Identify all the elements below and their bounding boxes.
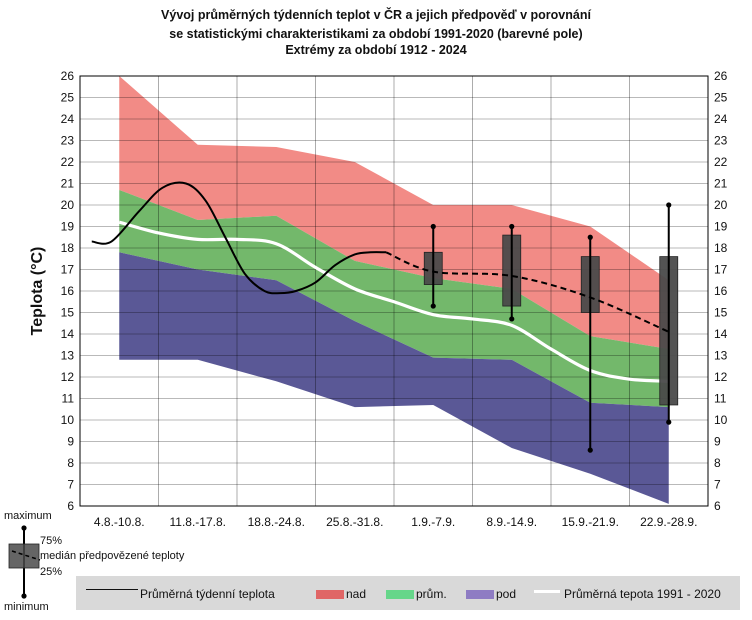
y-tick-left-18: 18	[61, 241, 75, 255]
key-box	[8, 543, 40, 569]
y-tick-right-18: 18	[714, 241, 728, 255]
forecast-min-1	[509, 316, 515, 322]
y-tick-right-21: 21	[714, 177, 728, 191]
y-tick-right-6: 6	[714, 499, 721, 513]
y-tick-right-25: 25	[714, 91, 728, 105]
legend-nad-swatch	[316, 590, 344, 599]
y-tick-left-22: 22	[61, 155, 75, 169]
key-median-label: medián předpovězené teploty	[40, 550, 185, 562]
y-tick-left-9: 9	[67, 435, 74, 449]
y-tick-left-19: 19	[61, 220, 75, 234]
key-minimum-label: minimum	[4, 601, 49, 613]
legend-pod-label: pod	[496, 587, 517, 601]
chart-title-line-2: se statistickými charakteristikami za ob…	[169, 27, 583, 41]
y-tick-right-20: 20	[714, 198, 728, 212]
y-tick-right-23: 23	[714, 134, 728, 148]
y-tick-left-20: 20	[61, 198, 75, 212]
y-tick-left-13: 13	[61, 349, 75, 363]
x-tick-4: 1.9.-7.9.	[411, 515, 455, 529]
y-tick-right-7: 7	[714, 478, 721, 492]
legend-bar: Průměrná týdenní teplota nad prům. pod P…	[76, 576, 740, 610]
legend-pod-swatch	[466, 590, 494, 599]
key-min-dot	[21, 593, 27, 599]
legend-prum-swatch	[386, 590, 414, 599]
y-axis-label: Teplota (°C)	[29, 247, 46, 336]
y-tick-left-11: 11	[62, 392, 75, 406]
y-tick-left-26: 26	[61, 69, 75, 83]
x-tick-2: 18.8.-24.8.	[248, 515, 305, 529]
x-tick-6: 15.9.-21.9.	[562, 515, 619, 529]
y-tick-right-22: 22	[714, 155, 728, 169]
forecast-max-2	[587, 234, 593, 240]
y-tick-right-17: 17	[714, 263, 728, 277]
y-tick-left-12: 12	[61, 370, 75, 384]
forecast-min-0	[430, 303, 436, 309]
key-max-dot	[21, 525, 27, 531]
y-tick-left-6: 6	[67, 499, 74, 513]
legend-observed-label: Průměrná týdenní teplota	[140, 587, 275, 601]
y-tick-right-12: 12	[714, 370, 728, 384]
y-tick-right-11: 11	[714, 392, 727, 406]
y-tick-right-10: 10	[714, 413, 728, 427]
y-tick-right-8: 8	[714, 456, 721, 470]
forecast-min-3	[666, 419, 672, 425]
forecast-max-3	[666, 202, 672, 208]
x-tick-7: 22.9.-28.9.	[640, 515, 697, 529]
y-tick-right-16: 16	[714, 284, 728, 298]
y-tick-left-8: 8	[67, 456, 74, 470]
legend-normal-label: Průměrná tepota 1991 - 2020	[564, 587, 721, 601]
y-tick-left-16: 16	[61, 284, 75, 298]
y-tick-left-14: 14	[61, 327, 75, 341]
y-tick-right-14: 14	[714, 327, 728, 341]
y-tick-right-13: 13	[714, 349, 728, 363]
y-tick-right-26: 26	[714, 69, 728, 83]
observed-line	[91, 181, 387, 295]
y-tick-left-25: 25	[61, 91, 75, 105]
forecast-median-line	[385, 251, 670, 333]
y-tick-left-24: 24	[61, 112, 75, 126]
y-tick-right-24: 24	[714, 112, 728, 126]
y-tick-left-23: 23	[61, 134, 75, 148]
forecast-max-0	[430, 223, 436, 230]
chart-title-line-1: Vývoj průměrných týdenních teplot v ČR a…	[161, 8, 591, 22]
legend-nad-label: nad	[346, 587, 367, 601]
legend-normal-swatch	[534, 590, 560, 593]
key-median-line	[11, 550, 41, 561]
y-tick-left-7: 7	[67, 478, 74, 492]
y-tick-right-15: 15	[714, 306, 728, 320]
forecast-max-1	[509, 223, 515, 230]
key-maximum-label: maximum	[4, 510, 52, 522]
key-25-label: 25%	[40, 566, 63, 578]
plot-border	[79, 75, 709, 507]
y-tick-left-10: 10	[61, 413, 75, 427]
y-tick-left-15: 15	[61, 306, 75, 320]
x-tick-0: 4.8.-10.8.	[94, 515, 145, 529]
legend-prum-label: prům.	[416, 587, 447, 601]
y-tick-left-21: 21	[61, 177, 75, 191]
forecast-min-2	[587, 447, 593, 453]
y-tick-right-19: 19	[714, 220, 728, 234]
key-75-label: 75%	[40, 535, 63, 547]
x-tick-3: 25.8.-31.8.	[326, 515, 383, 529]
y-tick-left-17: 17	[61, 263, 75, 277]
y-tick-right-9: 9	[714, 435, 721, 449]
normal-line	[118, 220, 669, 383]
chart-title-line-3: Extrémy za období 1912 - 2024	[285, 43, 467, 57]
x-tick-1: 11.8.-17.8.	[170, 515, 226, 529]
x-tick-5: 8.9.-14.9.	[486, 515, 537, 529]
legend-observed-swatch	[86, 589, 138, 590]
